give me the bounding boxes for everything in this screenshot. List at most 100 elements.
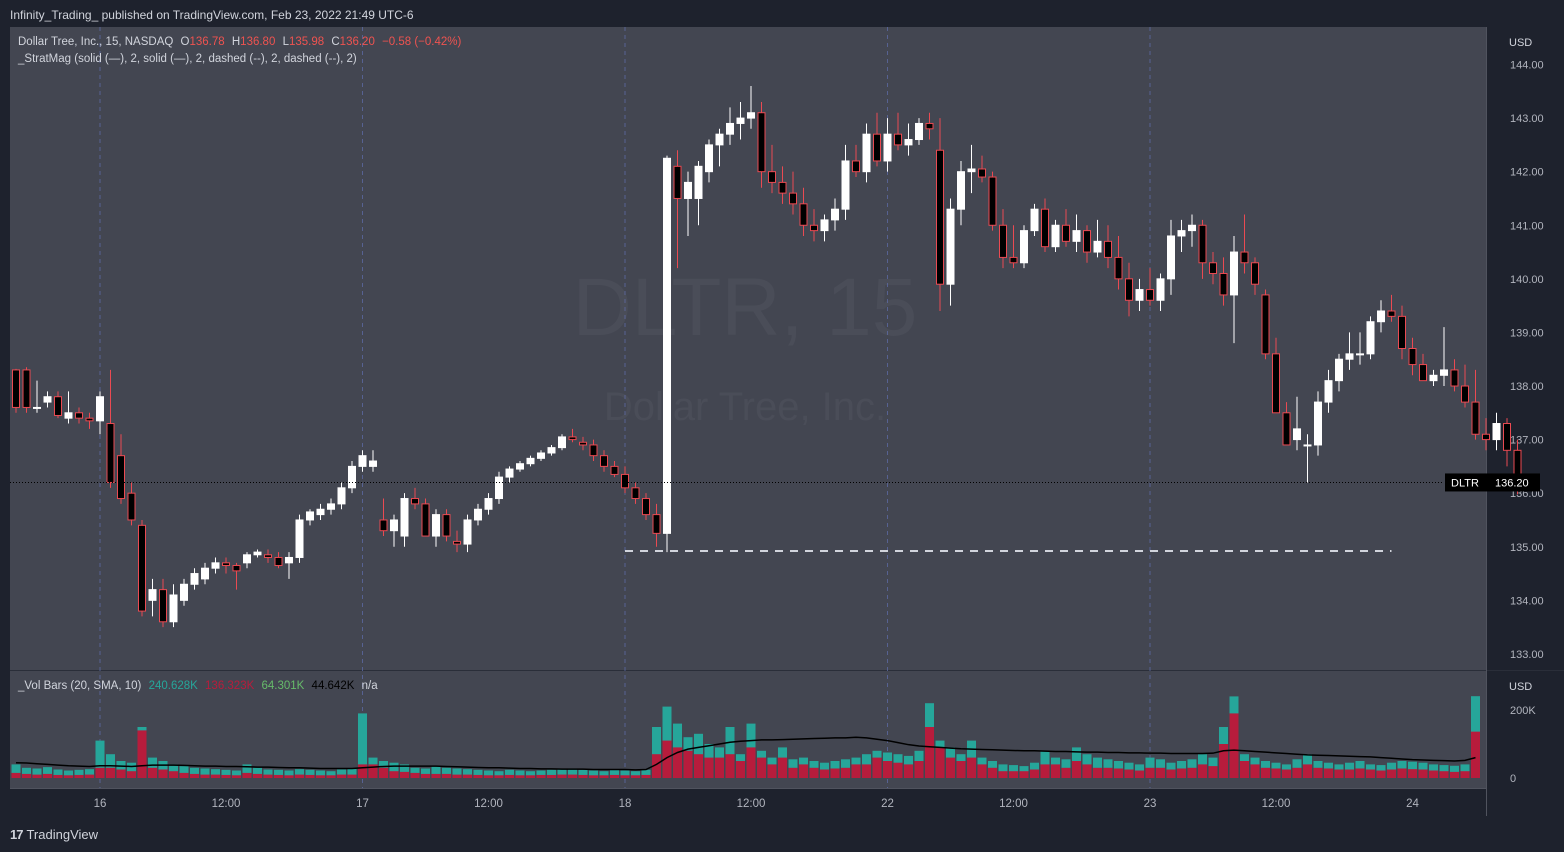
candle-body	[12, 369, 20, 408]
volume-bar-total	[43, 767, 52, 778]
candle-body	[1356, 353, 1364, 356]
candle-body	[1030, 208, 1039, 232]
candle-body	[516, 463, 524, 470]
candle-body	[820, 219, 829, 232]
volume-tick-label: 0	[1510, 773, 1516, 785]
volume-bar-total	[557, 769, 567, 778]
price-tick-label: 144.00	[1510, 60, 1544, 72]
candle-body	[1408, 348, 1417, 366]
volume-bar-part	[1198, 764, 1207, 778]
volume-legend[interactable]: _Vol Bars (20, SMA, 10) 240.628K 136.323…	[18, 680, 378, 692]
volume-bar-part	[1177, 768, 1186, 778]
volume-bar-part	[442, 773, 451, 778]
volume-bar-total	[347, 768, 357, 778]
volume-bar-part	[526, 775, 535, 778]
volume-bar-part	[431, 773, 441, 778]
candle-body	[1429, 374, 1438, 382]
tradingview-footer[interactable]: 17 TradingView	[10, 827, 98, 842]
volume-bar-part	[1355, 768, 1365, 778]
volume-bar-part	[547, 774, 556, 778]
volume-bar-part	[316, 775, 325, 778]
candle-body	[505, 468, 514, 478]
close-value: 136.20	[339, 36, 375, 48]
candle-body	[904, 139, 913, 146]
candle-body	[768, 171, 776, 183]
candle-body	[432, 514, 440, 537]
volume-bar-total	[242, 764, 252, 778]
candle-body	[253, 551, 262, 556]
volume-bar-total	[127, 762, 136, 778]
candle-body	[600, 455, 608, 467]
price-tick-label: 139.00	[1510, 327, 1544, 339]
volume-bar-total	[85, 769, 94, 778]
volume-bar-part	[1240, 761, 1249, 778]
volume-bar-part	[1439, 771, 1449, 778]
volume-bar-part	[221, 774, 231, 778]
volume-bar-part	[484, 775, 493, 778]
candle-body	[1440, 369, 1448, 376]
candle-body	[610, 465, 619, 475]
volume-bar-part	[893, 762, 903, 778]
candle-body	[1104, 240, 1112, 258]
candle-body	[1335, 358, 1343, 382]
volume-bar-part	[211, 774, 220, 778]
candle-body	[757, 112, 766, 173]
candle-body	[705, 144, 713, 173]
volume-bar-part	[1303, 764, 1312, 778]
volume-bar-total	[232, 770, 241, 778]
candle-body	[652, 514, 661, 534]
volume-bar-part	[557, 774, 567, 778]
volume-bar-part	[1261, 767, 1270, 778]
volume-bar-part	[1040, 764, 1050, 778]
candle-body	[936, 149, 944, 285]
time-tick-label: 22	[881, 798, 894, 810]
volume-currency-label: USD	[1509, 681, 1532, 693]
volume-bar-total	[22, 767, 31, 778]
volume-bar-part	[778, 757, 787, 778]
candle-body	[715, 133, 724, 146]
candle-body	[337, 487, 346, 505]
candle-body	[1282, 412, 1291, 446]
candle-body	[526, 457, 535, 465]
volume-tick-label: 200K	[1510, 705, 1536, 717]
candle-body	[421, 503, 430, 537]
volume-bar-part	[998, 771, 1008, 778]
volume-bar-total	[211, 769, 220, 778]
candle-body	[988, 176, 997, 226]
volume-bar-total	[316, 770, 325, 778]
volume-bar-total	[326, 771, 336, 778]
volume-bar-part	[494, 775, 504, 778]
candle-body	[1272, 353, 1280, 414]
candle-body	[148, 589, 157, 601]
volume-bar-part	[284, 775, 294, 778]
candle-body	[1324, 380, 1333, 403]
volume-bar-part	[610, 774, 619, 778]
volume-bar-part	[169, 771, 178, 778]
time-tick-label: 23	[1144, 798, 1157, 810]
candle-body	[978, 168, 986, 178]
volume-bar-total	[389, 762, 399, 778]
time-tick-label: 12:00	[737, 798, 766, 810]
volume-bar-part	[253, 773, 262, 778]
volume-bar-part	[694, 754, 703, 778]
candle-body	[274, 556, 283, 567]
indicator-legend[interactable]: _StratMag (solid (—), 2, solid (—), 2, d…	[18, 53, 357, 65]
volume-bar-part	[820, 769, 829, 778]
time-tick-label: 12:00	[212, 798, 241, 810]
volume-bar-total	[421, 768, 430, 778]
volume-bar-part	[746, 747, 756, 778]
candle-body	[1471, 401, 1480, 435]
candle-body	[316, 508, 325, 516]
volume-bar-part	[1219, 744, 1228, 778]
volume-bar-part	[1009, 771, 1018, 778]
candle-body	[484, 498, 493, 510]
candle-body	[579, 441, 587, 446]
volume-bar-part	[715, 757, 724, 778]
open-value: 136.78	[189, 36, 225, 48]
price-tick-label: 138.00	[1510, 381, 1544, 393]
candle-body	[75, 412, 83, 419]
candle-body	[390, 519, 398, 532]
volume-bar-part	[200, 774, 210, 778]
candles	[12, 85, 1522, 628]
